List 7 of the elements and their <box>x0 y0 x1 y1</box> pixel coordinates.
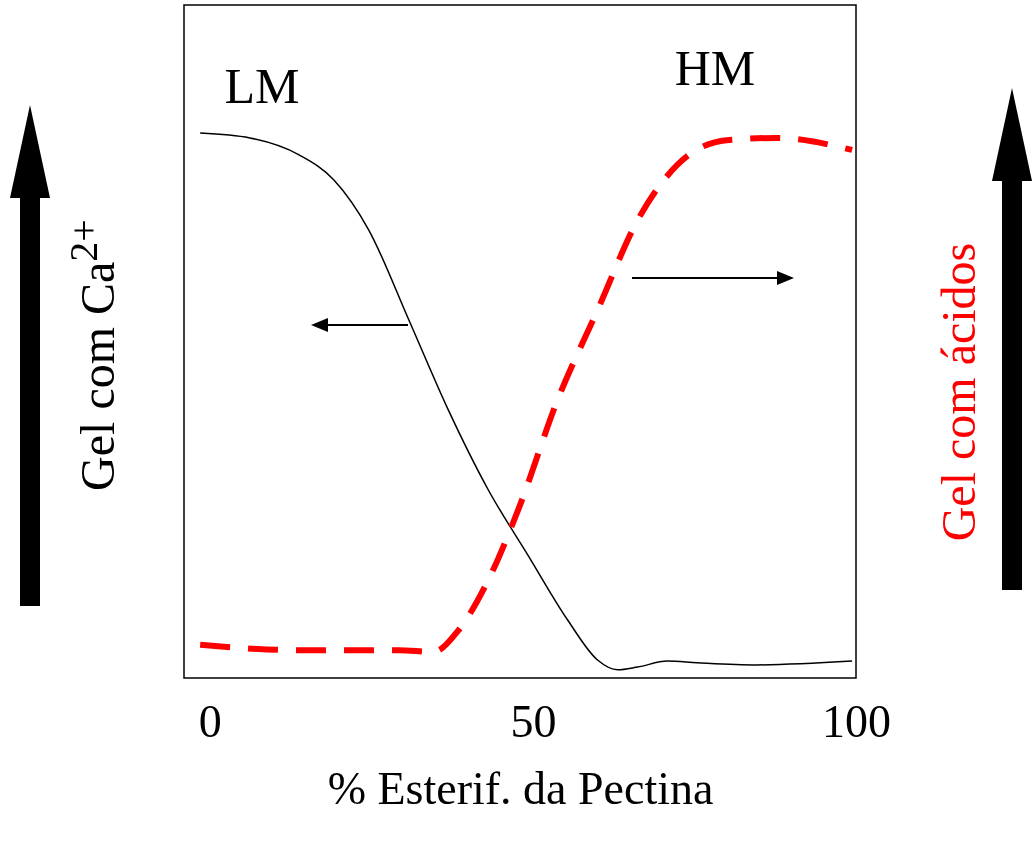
x-tick-label: 100 <box>822 695 891 747</box>
x-tick-label: 50 <box>510 695 557 747</box>
text: LM <box>224 58 300 114</box>
x-tick-label: 0 <box>198 695 222 747</box>
y2-axis-title: Gel com ácidos <box>930 242 986 542</box>
x-axis-title: % Esterif. da Pectina <box>327 762 714 814</box>
text: HM <box>674 40 756 96</box>
